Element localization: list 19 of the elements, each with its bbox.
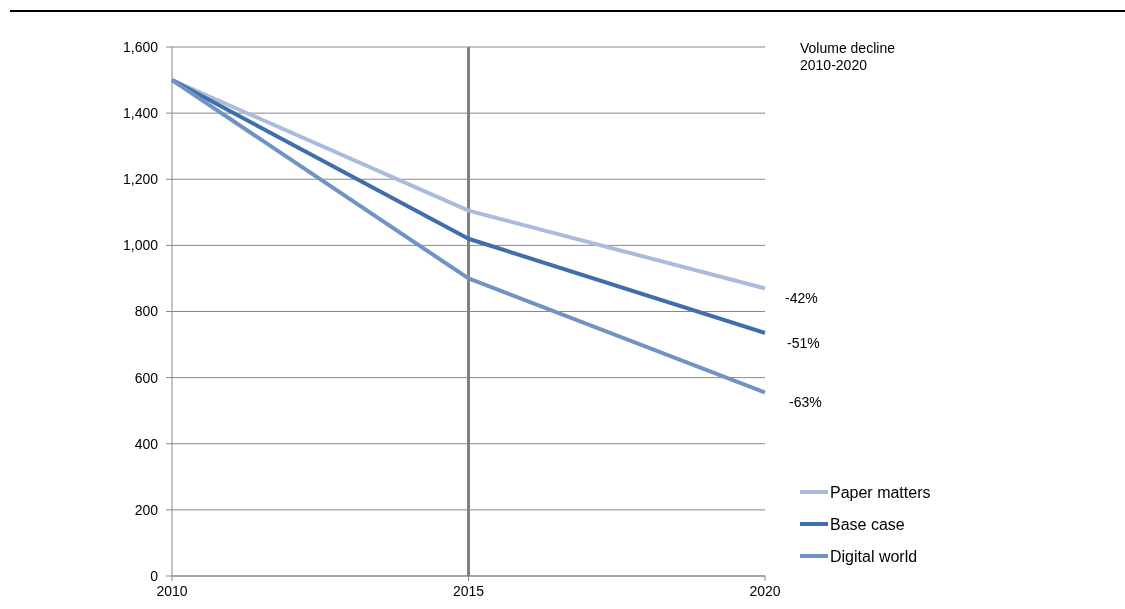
y-tick-label: 400 [134,435,159,452]
y-tick-label: 1,200 [122,171,159,188]
x-tick-label: 2010 [156,583,188,599]
y-tick-label: 1,600 [122,38,159,55]
legend-label: Digital world [830,547,918,565]
y-tick-label: 0 [150,567,159,584]
legend-label: Base case [830,515,905,533]
y-tick-label: 1,000 [122,237,159,254]
y-tick-label: 200 [134,501,159,518]
y-tick-label: 600 [134,369,159,386]
text: Volume decline 2010-2020 [800,40,896,73]
text: -63% [789,394,822,411]
text: -51% [787,334,820,351]
y-tick-label: 1,400 [122,105,159,122]
y-tick-label: 800 [134,303,159,320]
x-tick-label: 2015 [452,583,485,599]
legend-label: Paper matters [830,483,931,501]
x-tick-label: 2020 [749,583,781,599]
text: -42% [785,290,818,307]
